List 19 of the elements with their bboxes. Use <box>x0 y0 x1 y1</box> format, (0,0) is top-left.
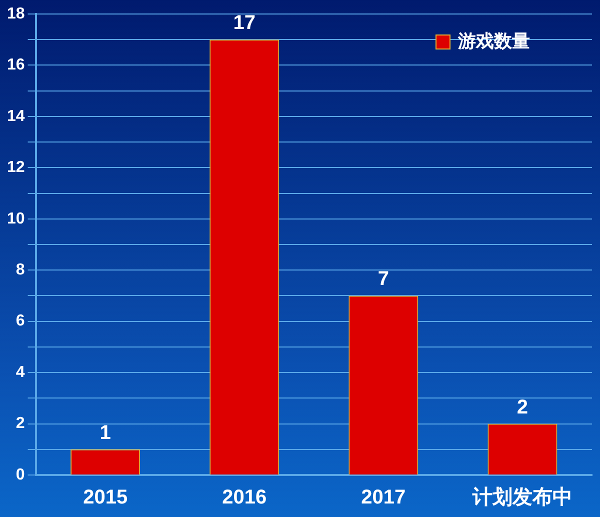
data-label: 7 <box>378 268 389 290</box>
data-label: 17 <box>233 12 256 34</box>
y-tick-label: 6 <box>16 312 25 330</box>
y-tick-label: 18 <box>7 5 25 22</box>
legend-label: 游戏数量 <box>457 30 530 51</box>
data-label: 1 <box>100 422 111 444</box>
x-tick-label: 2017 <box>361 486 406 509</box>
y-tick-label: 10 <box>7 210 25 228</box>
y-tick-label: 8 <box>16 262 25 279</box>
y-tick-label: 12 <box>7 159 25 176</box>
y-tick-label: 0 <box>16 466 25 484</box>
y-tick-label: 4 <box>16 364 25 381</box>
y-tick-label: 14 <box>7 108 25 125</box>
y-tick-label: 2 <box>16 415 25 432</box>
x-tick-label: 2016 <box>222 486 267 509</box>
x-tick-label: 2015 <box>83 486 128 509</box>
data-label: 2 <box>516 396 528 418</box>
y-tick-label: 16 <box>7 56 25 74</box>
x-tick-label: 计划发布中 <box>471 486 572 509</box>
